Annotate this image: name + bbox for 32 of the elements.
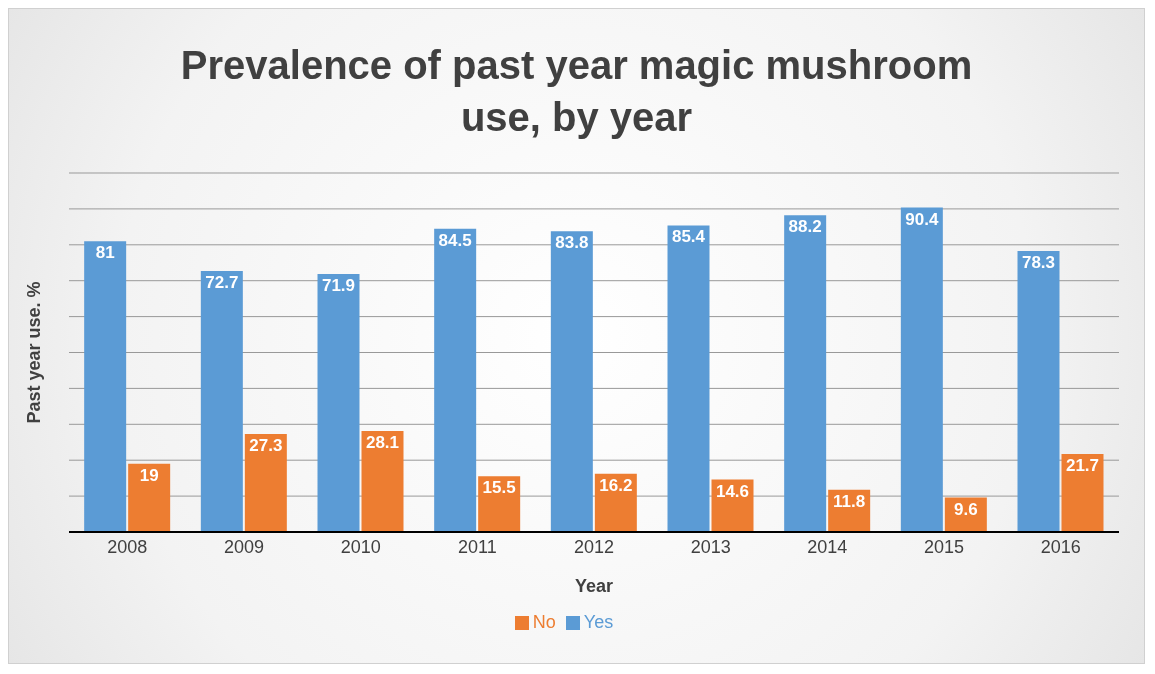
data-label: 16.2 <box>599 475 633 495</box>
data-label: 27.3 <box>249 436 283 456</box>
data-label: 11.8 <box>833 491 866 511</box>
data-label: 28.1 <box>365 433 400 453</box>
x-tick-label: 2014 <box>807 536 848 557</box>
data-label: 84.5 <box>438 230 472 250</box>
x-tick-label: 2011 <box>457 536 497 557</box>
data-label: 81 <box>95 243 115 263</box>
data-label: 88.2 <box>788 217 822 237</box>
legend-label: No <box>532 612 556 632</box>
chart-title: Prevalence of past year magic mushroom use, by year <box>179 42 974 141</box>
x-tick-label: 2010 <box>340 536 381 557</box>
y-axis-title: Past year use. % <box>24 281 45 424</box>
data-label: 83.8 <box>555 233 589 253</box>
data-label: 78.3 <box>1021 252 1056 272</box>
x-tick-label: 2009 <box>223 536 265 557</box>
x-tick-label: 2013 <box>690 536 731 557</box>
x-tick-label: 2012 <box>573 536 615 557</box>
data-label: 21.7 <box>1065 456 1100 476</box>
legend-label: Yes <box>583 612 614 632</box>
x-axis-title: Year <box>574 576 614 596</box>
data-label: 15.5 <box>482 478 516 498</box>
data-label: 14.6 <box>715 481 750 501</box>
data-label: 85.4 <box>671 227 706 247</box>
data-label: 19 <box>139 465 159 485</box>
data-label: 71.9 <box>321 275 356 295</box>
data-label: 90.4 <box>905 209 939 229</box>
data-label: 72.7 <box>205 273 239 293</box>
data-label: 9.6 <box>954 499 978 519</box>
x-tick-label: 2016 <box>1040 536 1081 557</box>
x-tick-label: 2015 <box>923 536 965 557</box>
x-tick-label: 2008 <box>107 536 148 557</box>
